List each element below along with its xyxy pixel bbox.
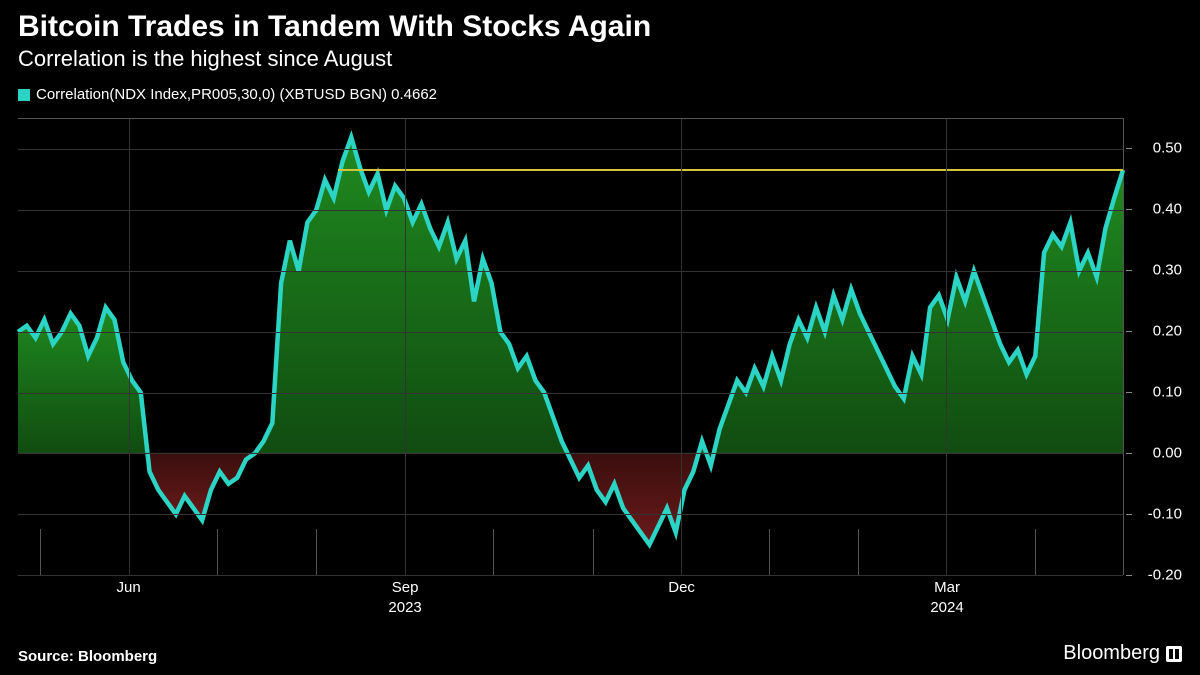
y-tick-mark (1126, 209, 1132, 210)
y-tick-mark (1126, 148, 1132, 149)
area-chart-svg (18, 119, 1123, 575)
vgridline-minor (769, 529, 770, 575)
x-year-label: 2024 (930, 599, 963, 616)
vgridline-minor (858, 529, 859, 575)
brand-text: Bloomberg (1063, 642, 1160, 665)
gridline (18, 514, 1123, 515)
brand-icon (1166, 646, 1182, 662)
vgridline-minor (593, 529, 594, 575)
gridline (18, 332, 1123, 333)
vgridline-minor (316, 529, 317, 575)
y-tick-mark (1126, 453, 1132, 454)
chart-header: Bitcoin Trades in Tandem With Stocks Aga… (0, 0, 1200, 76)
vgridline (681, 119, 682, 575)
y-tick-mark (1126, 331, 1132, 332)
vgridline-minor (493, 529, 494, 575)
chart-subtitle: Correlation is the highest since August (18, 46, 1182, 72)
y-tick-label: 0.10 (1153, 384, 1182, 401)
legend-swatch (18, 89, 30, 101)
y-tick-label: -0.20 (1148, 567, 1182, 584)
x-axis: Jun Sep Dec Mar 2023 2024 (18, 575, 1124, 623)
vgridline (946, 119, 947, 575)
x-tick-label: Dec (668, 579, 695, 596)
x-tick-label: Sep (392, 579, 419, 596)
vgridline (129, 119, 130, 575)
gridline (18, 210, 1123, 211)
y-tick-mark (1126, 514, 1132, 515)
chart-footer: Source: Bloomberg Bloomberg (18, 642, 1182, 665)
y-tick-label: 0.50 (1153, 140, 1182, 157)
vgridline (405, 119, 406, 575)
legend-text: Correlation(NDX Index,PR005,30,0) (XBTUS… (36, 86, 437, 103)
y-tick-label: 0.30 (1153, 262, 1182, 279)
y-axis: -0.20-0.100.000.100.200.300.400.50 (1126, 118, 1182, 575)
plot-region (18, 118, 1124, 575)
gridline (18, 453, 1123, 454)
chart-legend: Correlation(NDX Index,PR005,30,0) (XBTUS… (0, 76, 1200, 105)
y-tick-label: 0.20 (1153, 323, 1182, 340)
chart-title: Bitcoin Trades in Tandem With Stocks Aga… (18, 10, 1182, 44)
x-tick-label: Jun (117, 579, 141, 596)
vgridline-minor (40, 529, 41, 575)
chart-area: -0.20 -0.10 0.00 0.10 0.20 0.30 0.40 0.50 Jun Se… (18, 118, 1182, 623)
x-tick-label: Mar (934, 579, 960, 596)
brand-label: Bloomberg (1063, 642, 1182, 665)
gridline (18, 393, 1123, 394)
vgridline-minor (217, 529, 218, 575)
y-tick-mark (1126, 270, 1132, 271)
reference-line (338, 169, 1123, 171)
source-text: Source: Bloomberg (18, 648, 157, 665)
vgridline-minor (1035, 529, 1036, 575)
y-tick-label: -0.10 (1148, 506, 1182, 523)
y-tick-label: 0.40 (1153, 201, 1182, 218)
gridline (18, 149, 1123, 150)
y-tick-mark (1126, 392, 1132, 393)
y-tick-label: 0.00 (1153, 445, 1182, 462)
y-tick-mark (1126, 575, 1132, 576)
gridline (18, 271, 1123, 272)
x-year-label: 2023 (388, 599, 421, 616)
